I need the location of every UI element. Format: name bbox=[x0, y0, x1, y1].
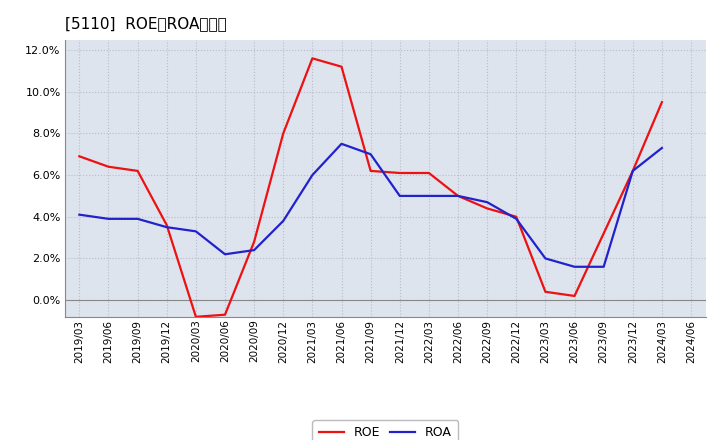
ROE bbox=[250, 239, 258, 244]
ROE bbox=[425, 170, 433, 176]
ROE bbox=[657, 99, 666, 105]
ROA bbox=[599, 264, 608, 269]
ROE bbox=[308, 56, 317, 61]
ROE bbox=[454, 193, 462, 198]
Line: ROE: ROE bbox=[79, 59, 662, 317]
ROE bbox=[395, 170, 404, 176]
ROA bbox=[395, 193, 404, 198]
ROA bbox=[657, 145, 666, 150]
ROE bbox=[192, 314, 200, 319]
Legend: ROE, ROA: ROE, ROA bbox=[312, 420, 458, 440]
ROE bbox=[366, 168, 375, 173]
ROA bbox=[512, 216, 521, 221]
ROA bbox=[629, 168, 637, 173]
ROA bbox=[308, 172, 317, 178]
ROE bbox=[163, 223, 171, 228]
ROE bbox=[483, 206, 492, 211]
ROA bbox=[192, 229, 200, 234]
ROA bbox=[454, 193, 462, 198]
ROE bbox=[629, 168, 637, 173]
ROE bbox=[75, 154, 84, 159]
ROA bbox=[337, 141, 346, 147]
ROA bbox=[366, 152, 375, 157]
ROA bbox=[75, 212, 84, 217]
ROA bbox=[279, 218, 287, 224]
ROE bbox=[337, 64, 346, 70]
ROE bbox=[133, 168, 142, 173]
ROE bbox=[279, 131, 287, 136]
ROA bbox=[541, 256, 550, 261]
ROA bbox=[133, 216, 142, 221]
ROA bbox=[163, 224, 171, 230]
ROE bbox=[512, 214, 521, 220]
ROA bbox=[483, 199, 492, 205]
ROA bbox=[250, 247, 258, 253]
ROE bbox=[570, 293, 579, 299]
ROA bbox=[425, 193, 433, 198]
ROA bbox=[570, 264, 579, 269]
Text: [5110]  ROE、ROAの推移: [5110] ROE、ROAの推移 bbox=[65, 16, 227, 32]
ROE bbox=[599, 231, 608, 236]
ROE bbox=[541, 289, 550, 294]
ROE bbox=[220, 312, 229, 317]
ROE bbox=[104, 164, 113, 169]
ROA bbox=[220, 252, 229, 257]
ROA bbox=[104, 216, 113, 221]
Line: ROA: ROA bbox=[79, 144, 662, 267]
